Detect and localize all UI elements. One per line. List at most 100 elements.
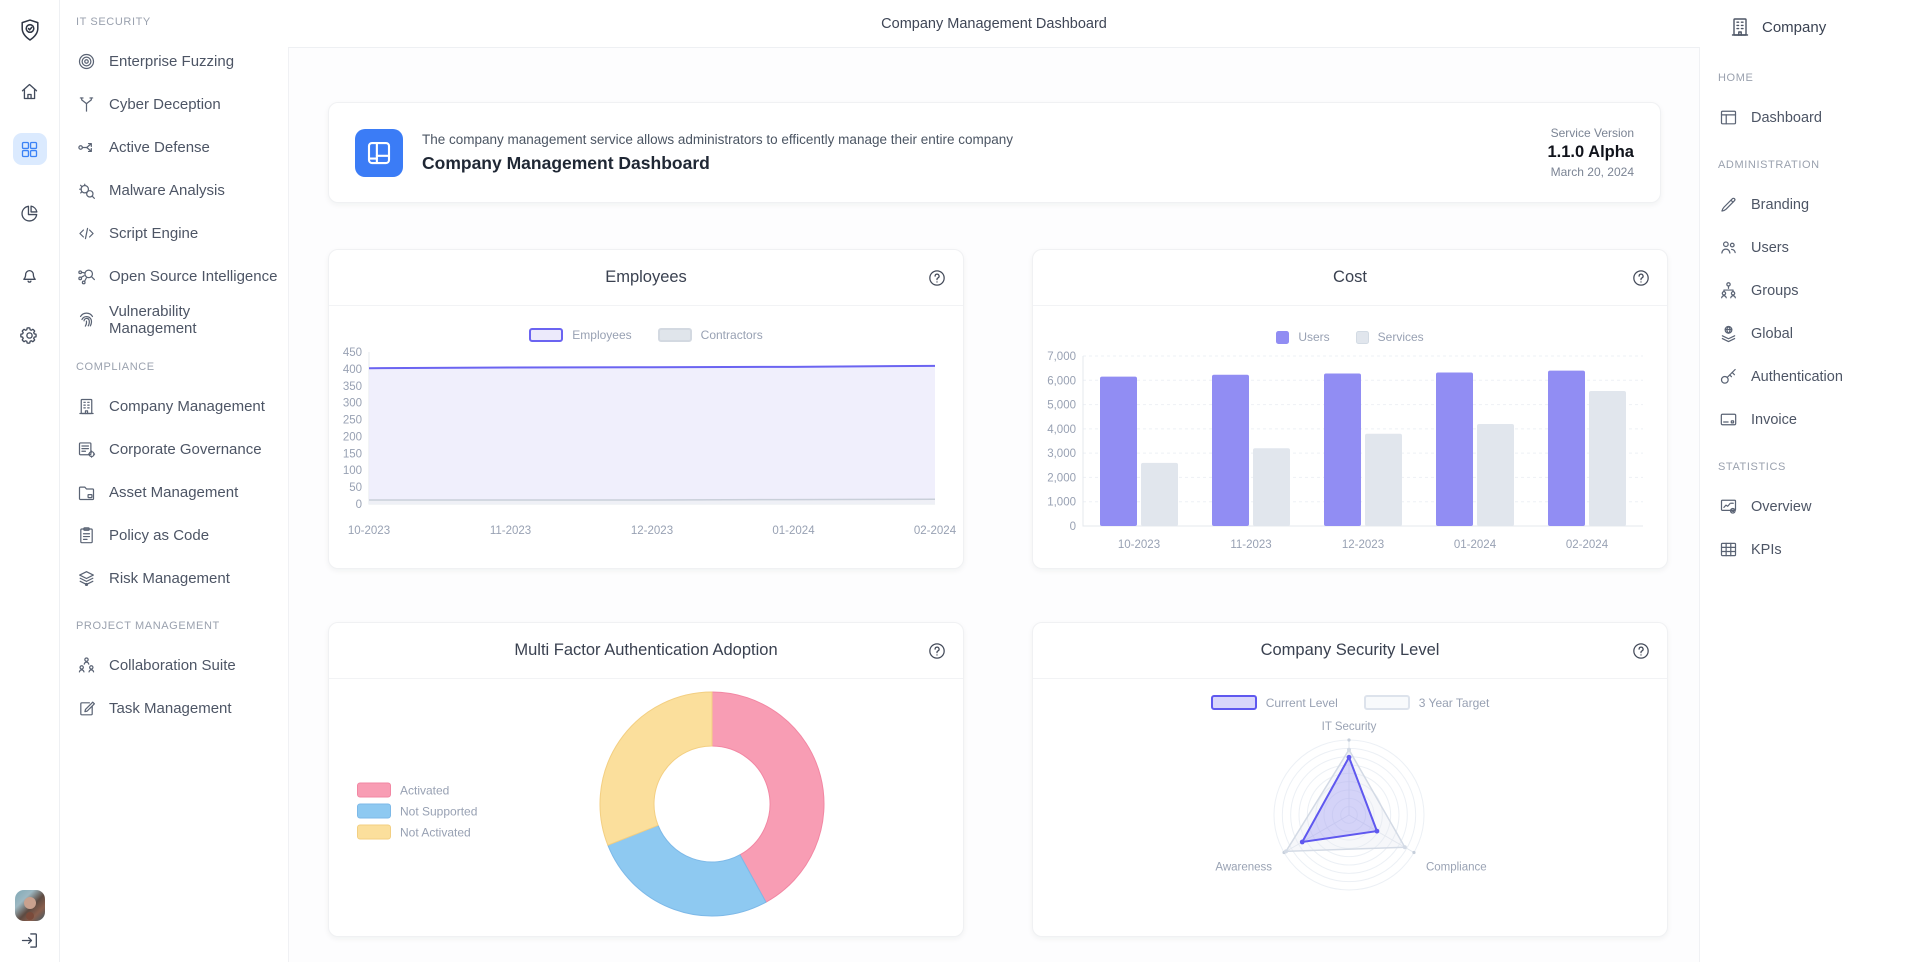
section-label: ADMINISTRATION [1718, 159, 1820, 171]
nav-item-cyber-deception[interactable]: Cyber Deception [76, 83, 278, 126]
nav-item-kpis[interactable]: KPIs [1718, 528, 1912, 571]
nav-item-dashboard[interactable]: Dashboard [1718, 96, 1912, 139]
legend-label: Services [1377, 330, 1424, 344]
legend-entry-users[interactable]: Users [1276, 330, 1330, 344]
legend-entry-3-year-target[interactable]: 3 Year Target [1363, 695, 1490, 710]
bar-services-12-2023[interactable] [1365, 433, 1402, 526]
user-avatar[interactable] [14, 890, 45, 921]
bar-services-02-2024[interactable] [1589, 390, 1626, 526]
help-icon[interactable] [927, 641, 947, 661]
help-icon[interactable] [1631, 268, 1651, 288]
line-contractors[interactable] [369, 498, 936, 501]
nav-item-users[interactable]: Users [1718, 226, 1912, 269]
logout-button logout-icon[interactable] [13, 924, 47, 956]
global-icon [1718, 323, 1739, 344]
svg-text:4,000: 4,000 [1047, 424, 1076, 436]
bar-users-11-2023[interactable] [1212, 374, 1249, 526]
chart-legend: Activated Not Supported Not Activated [357, 782, 477, 840]
nav-item-invoice[interactable]: Invoice [1718, 398, 1912, 441]
security-radar-chart[interactable]: IT Security Compliance Awareness [1033, 710, 1667, 925]
target-icon [76, 51, 97, 72]
mfa-chart-body: Activated Not Supported Not Activated [329, 679, 963, 943]
nav-item-risk-management[interactable]: Risk Management [76, 557, 278, 600]
nav-item-collaboration-suite[interactable]: Collaboration Suite [76, 644, 278, 687]
donut-slice-activated[interactable] [711, 691, 825, 903]
nav-item-policy-as-code[interactable]: Policy as Code [76, 514, 278, 557]
nav-item-enterprise-fuzzing[interactable]: Enterprise Fuzzing [76, 40, 278, 83]
radar-polygon-current-level[interactable] [1300, 754, 1379, 844]
svg-text:150: 150 [343, 448, 362, 460]
bar-users-10-2023[interactable] [1100, 376, 1137, 526]
legend-swatch [1363, 695, 1410, 710]
welcome-banner: The company management service allows ad… [328, 102, 1661, 203]
nav-item-global[interactable]: Global [1718, 312, 1912, 355]
bar-services-11-2023[interactable] [1253, 448, 1290, 526]
legend-entry-not-activated[interactable]: Not Activated [357, 824, 477, 840]
nav-item-groups[interactable]: Groups [1718, 269, 1912, 312]
nav-item-label: Dashboard [1751, 109, 1822, 126]
nav-item-task-management[interactable]: Task Management [76, 687, 278, 730]
banner-text: The company management service allows ad… [422, 132, 1013, 174]
legend-entry-contractors[interactable]: Contractors [657, 328, 763, 342]
nav-item-label: Script Engine [109, 225, 199, 242]
nav-item-script-engine[interactable]: Script Engine [76, 212, 278, 255]
donut-slice-not-supported[interactable] [607, 824, 767, 917]
donut-slice-not-activated[interactable] [599, 691, 713, 846]
nav-item-company-management[interactable]: Company Management [76, 385, 278, 428]
bar-users-01-2024[interactable] [1436, 372, 1473, 526]
nav-item-label: Asset Management [109, 484, 239, 501]
card-header: Company Security Level [1033, 623, 1667, 679]
nav-item-authentication[interactable]: Authentication [1718, 355, 1912, 398]
nav-item-vulnerability-management[interactable]: Vulnerability Management [76, 298, 278, 341]
rail-grid-button grid-icon[interactable] [12, 133, 47, 165]
rail-bell-button bell-icon[interactable] [13, 258, 47, 290]
nav-item-branding[interactable]: Branding [1718, 183, 1912, 226]
nav-item-label: Malware Analysis [109, 182, 225, 199]
help-icon[interactable] [1631, 641, 1651, 661]
help-icon[interactable] [927, 268, 947, 288]
section-label: PROJECT MANAGEMENT [76, 620, 220, 632]
rail-home-button home-icon[interactable] [13, 75, 47, 107]
svg-text:IT Security: IT Security [1322, 721, 1377, 733]
security-card: Company Security Level Current Level 3 Yea… [1032, 622, 1668, 937]
legend-label: Employees [572, 328, 632, 342]
nav-item-malware-analysis[interactable]: Malware Analysis [76, 169, 278, 212]
legend-entry-services[interactable]: Services [1355, 330, 1424, 344]
bar-services-01-2024[interactable] [1477, 424, 1514, 526]
card-title: Multi Factor Authentication Adoption [514, 641, 778, 659]
area-employees[interactable] [369, 365, 935, 504]
rail-gear-button gear-icon[interactable] [13, 319, 47, 351]
left-sidebar: IT SECURITY Enterprise Fuzzing Cyber Decep… [60, 0, 288, 962]
cost-card: Cost Users Services 0 1,000 2,000 3,000 4,000 5,… [1032, 249, 1668, 569]
company-selector[interactable]: Company [1718, 14, 1912, 40]
nav-item-label: Cyber Deception [109, 96, 221, 113]
legend-entry-employees[interactable]: Employees [529, 328, 632, 342]
legend-swatch [529, 328, 564, 342]
people-group-icon [76, 655, 97, 676]
nav-item-open-source-intelligence[interactable]: Open Source Intelligence [76, 255, 278, 298]
bar-users-02-2024[interactable] [1548, 370, 1585, 526]
line-employees[interactable] [368, 364, 936, 370]
legend-entry-current-level[interactable]: Current Level [1210, 695, 1338, 710]
nav-item-asset-management[interactable]: Asset Management [76, 471, 278, 514]
bug-search-icon [76, 180, 97, 201]
mfa-donut-chart[interactable] [329, 679, 963, 938]
nav-item-overview[interactable]: Overview [1718, 485, 1912, 528]
legend-label: Not Activated [400, 825, 471, 839]
bar-users-12-2023[interactable] [1324, 373, 1361, 526]
legend-label: 3 Year Target [1418, 695, 1490, 710]
nav-item-active-defense[interactable]: Active Defense [76, 126, 278, 169]
legend-label: Users [1298, 330, 1330, 344]
legend-entry-not-supported[interactable]: Not Supported [357, 803, 477, 819]
rail-pie-chart-button pie-chart-icon[interactable] [13, 197, 47, 229]
bar-services-10-2023[interactable] [1141, 462, 1178, 526]
svg-text:3,000: 3,000 [1047, 448, 1076, 460]
chart-legend: Users Services [1033, 330, 1667, 344]
legend-entry-activated[interactable]: Activated [357, 782, 477, 798]
employees-area-chart[interactable]: 0 50 100 150 200 250 300 350 400 450 10-2023 11-202… [329, 342, 963, 548]
cost-bar-chart[interactable]: 0 1,000 2,000 3,000 4,000 5,000 6,000 7,000 10-2… [1033, 344, 1667, 556]
nav-item-label: KPIs [1751, 541, 1782, 558]
nav-item-label: Corporate Governance [109, 441, 262, 458]
nav-item-corporate-governance[interactable]: Corporate Governance [76, 428, 278, 471]
app-logo shield-check-icon[interactable] [13, 14, 47, 46]
